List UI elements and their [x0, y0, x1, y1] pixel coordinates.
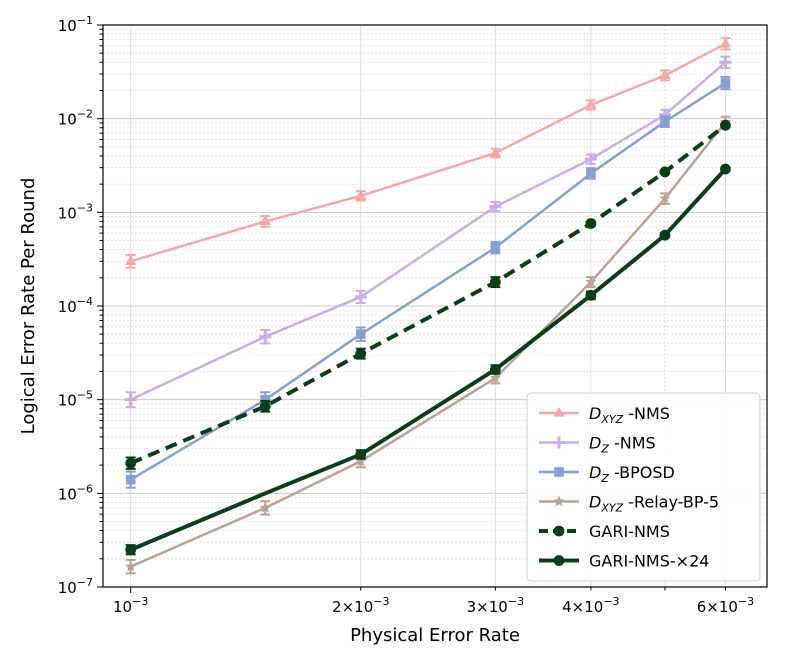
- data-point: [659, 69, 671, 79]
- data-point: [355, 189, 367, 200]
- data-point: [660, 116, 670, 127]
- data-point: [354, 290, 367, 303]
- data-point: [489, 146, 502, 157]
- series-5: [125, 163, 731, 556]
- data-point: [489, 372, 502, 383]
- data-point: [259, 215, 271, 226]
- series-3: [125, 115, 732, 575]
- data-point: [355, 348, 367, 360]
- y-tick-label: 10−1: [58, 14, 93, 35]
- x-tick-label: 6×10−3: [697, 595, 754, 616]
- data-point: [489, 200, 502, 213]
- data-point: [489, 364, 501, 375]
- data-point: [659, 229, 671, 241]
- data-point: [259, 400, 271, 412]
- data-point: [125, 474, 136, 485]
- series-4: [125, 119, 731, 470]
- legend-marker: [553, 525, 565, 537]
- legend-label: GARI-NMS: [589, 522, 670, 541]
- y-axis: 10−7 10−6 10−5 10−4 10−3 10−2 10−1: [58, 14, 103, 597]
- data-point: [585, 98, 597, 109]
- data-point: [259, 501, 271, 513]
- y-axis-label: Logical Error Rate Per Round: [18, 178, 39, 435]
- data-point: [719, 37, 732, 48]
- legend-marker: [553, 436, 565, 449]
- data-point: [489, 276, 501, 288]
- legend-label: DXYZ -NMS: [589, 404, 670, 426]
- data-point: [586, 168, 596, 179]
- legend: DXYZ -NMS DZ -NMS DZ -BPOSD DXYZ -Relay-BP-…: [526, 392, 761, 582]
- legend-marker: [554, 467, 564, 477]
- data-point: [720, 78, 731, 88]
- data-point: [719, 56, 732, 69]
- y-tick-label: 10−4: [58, 295, 93, 316]
- data-point: [355, 455, 367, 467]
- x-axis-label: Physical Error Rate: [350, 625, 520, 646]
- legend-marker: [553, 555, 565, 566]
- legend-label: DZ -NMS: [589, 434, 656, 456]
- x-tick-label: 3×10−3: [467, 595, 524, 616]
- legend-label: GARI-NMS-×24: [589, 552, 709, 571]
- data-point: [260, 394, 271, 405]
- x-tick-label: 10−3: [113, 595, 148, 616]
- x-tick-label: 2×10−3: [332, 595, 389, 616]
- legend-marker: [553, 495, 565, 507]
- y-tick-label: 10−3: [58, 201, 93, 222]
- series-1: [124, 55, 732, 409]
- legend-label: DXYZ -Relay-BP-5: [589, 493, 719, 515]
- data-point: [585, 289, 597, 301]
- y-tick-label: 10−6: [58, 482, 93, 503]
- data-point: [355, 329, 366, 339]
- data-point: [125, 544, 137, 556]
- series-0: [124, 37, 732, 269]
- y-tick-label: 10−2: [58, 108, 93, 129]
- data-point: [659, 192, 671, 204]
- data-point: [355, 449, 367, 460]
- data-point: [490, 242, 501, 253]
- x-axis: 10−3 2×10−3 3×10−3 4×10−3 6×10−3: [113, 587, 754, 616]
- y-tick-label: 10−7: [58, 576, 93, 597]
- data-point: [720, 119, 731, 131]
- data-point: [124, 393, 137, 406]
- data-point: [124, 255, 137, 265]
- y-tick-label: 10−5: [58, 389, 93, 410]
- data-point: [125, 457, 137, 469]
- data-point: [585, 218, 597, 229]
- data-point: [720, 163, 731, 175]
- legend-box: [526, 392, 761, 582]
- data-point: [259, 330, 272, 343]
- x-tick-label: 4×10−3: [562, 595, 619, 616]
- legend-label: DZ -BPOSD: [589, 463, 675, 485]
- data-point: [585, 276, 597, 287]
- data-point: [659, 166, 671, 178]
- data-point: [125, 560, 137, 572]
- legend-marker: [553, 407, 565, 417]
- data-point: [584, 153, 597, 166]
